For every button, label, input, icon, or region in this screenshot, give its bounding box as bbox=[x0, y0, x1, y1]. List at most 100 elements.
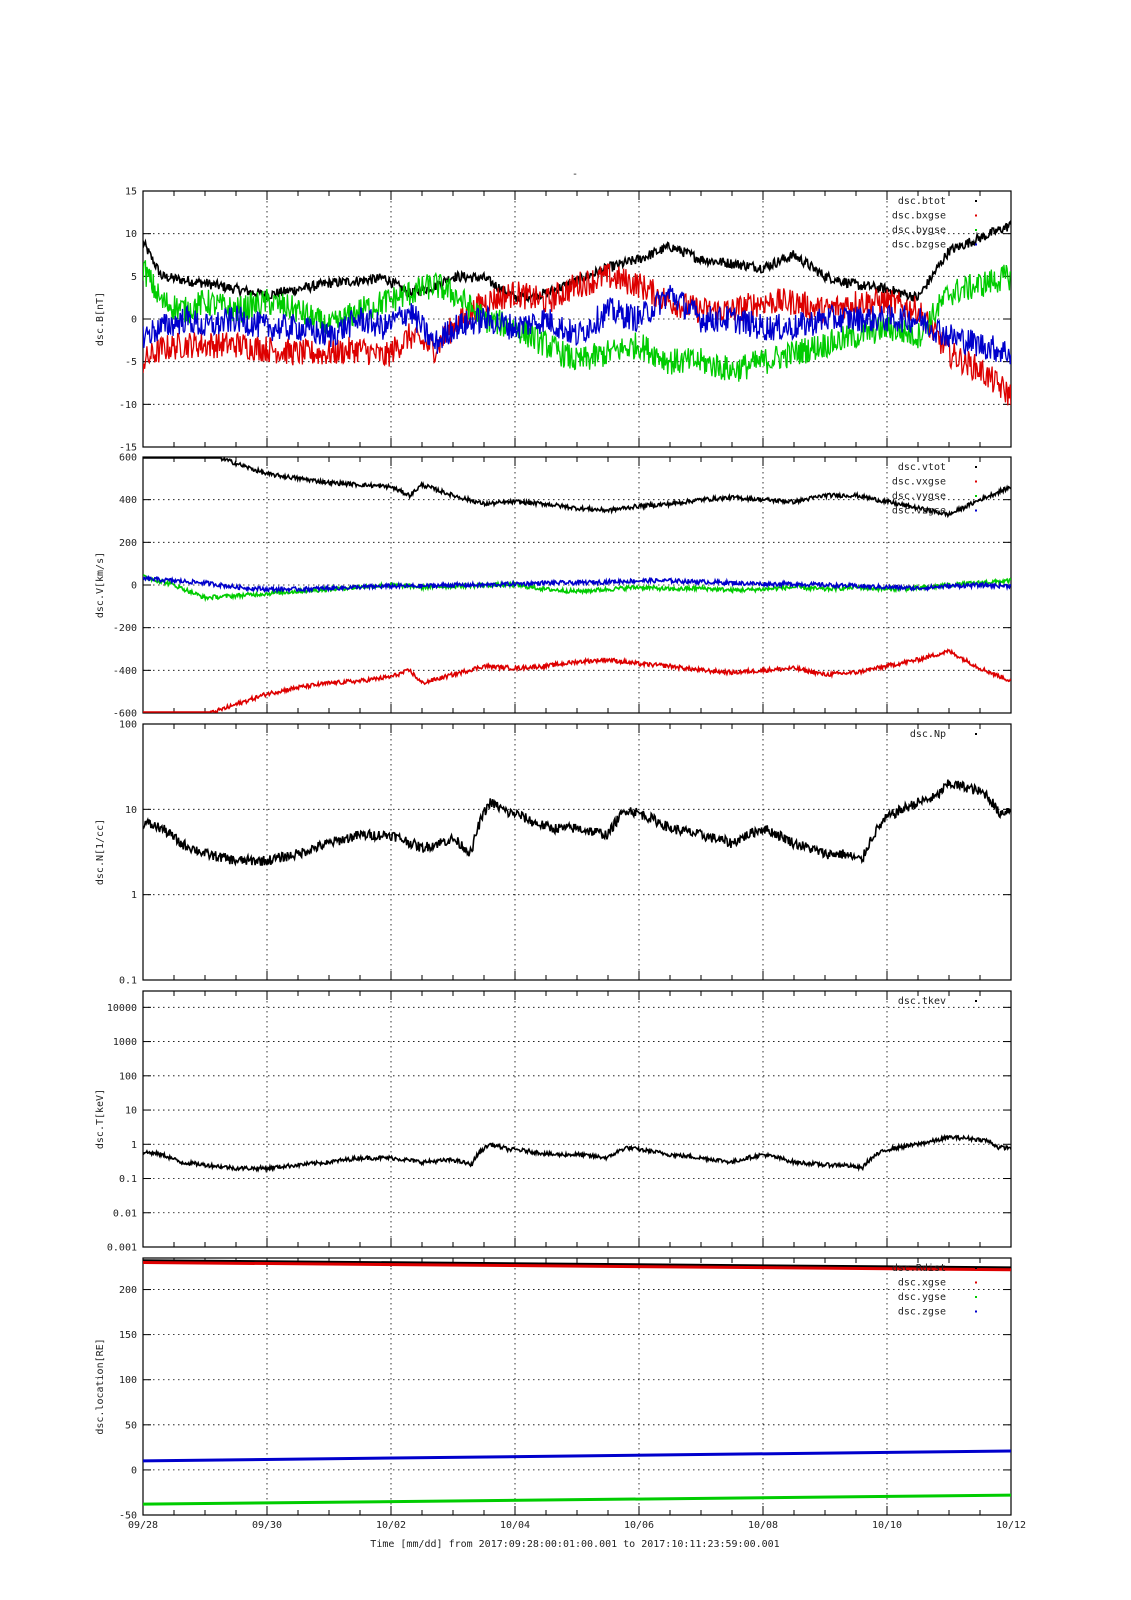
series-trace bbox=[143, 574, 1011, 594]
y-tick-label: 0.1 bbox=[119, 976, 137, 987]
y-tick-label: 1 bbox=[131, 890, 137, 901]
y-tick-label: -10 bbox=[119, 400, 137, 411]
x-tick-label: 10/12 bbox=[996, 1520, 1026, 1531]
x-tick-labels: 09/28 09/30 10/02 10/04 10/06 10/08 10/10 10/12 bbox=[128, 1520, 1026, 1531]
series-dsc.bzgse bbox=[143, 284, 1011, 365]
series-trace bbox=[143, 779, 1011, 867]
y-tick-label: 100 bbox=[119, 720, 137, 731]
y-tick-label: -5 bbox=[125, 357, 137, 368]
panel-5: -50 0 50 100 150 200 dsc.location[RE] dsc.Rdist… bbox=[95, 1257, 1012, 1522]
series-line bbox=[143, 1449, 1011, 1463]
series-dsc.xgse bbox=[143, 1261, 1011, 1272]
legend-label: dsc.vtot bbox=[898, 462, 946, 473]
legend-label: dsc.ygse bbox=[898, 1292, 946, 1303]
y-tick-label: 100 bbox=[119, 1375, 137, 1386]
legend-marker bbox=[975, 1000, 977, 1002]
plot-area bbox=[143, 1133, 1011, 1174]
x-tick-label: 09/30 bbox=[252, 1520, 282, 1531]
series-trace bbox=[143, 260, 1011, 382]
y-tick-label: 50 bbox=[125, 1420, 137, 1431]
series-dsc.bxgse bbox=[143, 263, 1011, 406]
series-line bbox=[143, 1493, 1011, 1506]
x-tick-label: 10/02 bbox=[376, 1520, 406, 1531]
y-tick-label: -400 bbox=[113, 666, 137, 677]
y-tick-label: 10 bbox=[125, 805, 137, 816]
legend-label: dsc.btot bbox=[898, 196, 946, 207]
legend-label: dsc.tkev bbox=[898, 996, 946, 1007]
series-trace bbox=[143, 457, 1011, 519]
legend-label: dsc.zgse bbox=[898, 1307, 946, 1318]
y-tick-label: 400 bbox=[119, 495, 137, 506]
series-dsc.tkev bbox=[143, 1133, 1011, 1174]
panel-frame bbox=[142, 1257, 1012, 1516]
y-axis-label: dsc.V[km/s] bbox=[95, 552, 106, 618]
y-tick-label: 100 bbox=[119, 1071, 137, 1082]
legend-marker bbox=[975, 1296, 977, 1298]
legend-label: dsc.vxgse bbox=[892, 477, 946, 488]
legend-marker bbox=[975, 480, 977, 483]
legend-marker bbox=[975, 509, 977, 512]
legend-label: dsc.vzgse bbox=[892, 506, 946, 517]
x-axis-label: Time [mm/dd] from 2017:09:28:00:01:00.00… bbox=[370, 1539, 779, 1550]
y-axis-label: dsc.location[RE] bbox=[95, 1338, 106, 1434]
legend-label: dsc.Np bbox=[910, 729, 946, 740]
legend-marker bbox=[975, 733, 977, 735]
legend-label: dsc.bygse bbox=[892, 225, 946, 236]
legend-marker bbox=[975, 214, 977, 217]
y-tick-label: 600 bbox=[119, 453, 137, 464]
legend-marker bbox=[975, 1310, 977, 1313]
y-tick-label: 10 bbox=[125, 229, 137, 240]
legend-marker bbox=[975, 243, 977, 246]
series-dsc.Np bbox=[143, 779, 1011, 867]
x-tick-label: 10/08 bbox=[748, 1520, 778, 1531]
y-tick-label: 5 bbox=[131, 272, 137, 283]
y-tick-label: 0.01 bbox=[113, 1208, 137, 1219]
panel-frame bbox=[142, 723, 1012, 981]
y-axis-label: dsc.T[keV] bbox=[95, 1089, 106, 1149]
series-trace bbox=[143, 1133, 1011, 1174]
y-tick-label: 1000 bbox=[113, 1037, 137, 1048]
legend-marker bbox=[975, 200, 977, 202]
panel-3: 0.1 1 10 100 dsc.N[1/cc] dsc.Np bbox=[95, 720, 1012, 987]
panel-4: 0.001 0.01 0.1 1 10 100 1000 10000 dsc.T[keV] dsc… bbox=[95, 990, 1012, 1254]
legend-marker bbox=[975, 466, 977, 468]
legend-marker bbox=[975, 495, 977, 497]
legend-marker bbox=[975, 1281, 977, 1284]
plot-area bbox=[143, 457, 1011, 713]
plot-area bbox=[143, 1259, 1011, 1506]
y-tick-label: 0.1 bbox=[119, 1174, 137, 1185]
series-dsc.vzgse bbox=[143, 574, 1011, 594]
y-axis-label: dsc.B[nT] bbox=[95, 292, 106, 346]
panel-frame bbox=[142, 190, 1012, 448]
legend-label: dsc.Rdist bbox=[892, 1263, 946, 1274]
y-axis-label: dsc.N[1/cc] bbox=[95, 819, 106, 885]
x-tick-label: 10/10 bbox=[872, 1520, 902, 1531]
legend-marker bbox=[975, 229, 977, 231]
x-tick-label: 10/06 bbox=[624, 1520, 654, 1531]
figure-title: - bbox=[572, 169, 578, 180]
series-line bbox=[143, 1259, 1011, 1270]
series-dsc.ygse bbox=[143, 1493, 1011, 1506]
legend-label: dsc.bzgse bbox=[892, 240, 946, 251]
series-dsc.bygse bbox=[143, 260, 1011, 382]
y-tick-label: 1 bbox=[131, 1140, 137, 1151]
y-tick-label: 15 bbox=[125, 187, 137, 198]
y-tick-label: 10000 bbox=[107, 1003, 137, 1014]
y-tick-label: 150 bbox=[119, 1330, 137, 1341]
series-dsc.vxgse bbox=[143, 648, 1011, 713]
panels: -15-10-5051015dsc.B[nT]dsc.btotdsc.bxgse… bbox=[95, 187, 1012, 1522]
plot-area bbox=[143, 779, 1011, 867]
series-dsc.vtot bbox=[143, 457, 1011, 519]
plot-area bbox=[143, 220, 1011, 406]
panel-1: -15 -10 -5 0 5 10 15 dsc.B[nT] dsc.btot dsc.bxgse… bbox=[95, 187, 1012, 454]
y-tick-label: -200 bbox=[113, 623, 137, 634]
x-tick-label: 09/28 bbox=[128, 1520, 158, 1531]
legend-label: dsc.xgse bbox=[898, 1278, 946, 1289]
y-tick-label: 0.001 bbox=[107, 1243, 137, 1254]
series-trace bbox=[143, 263, 1011, 406]
y-tick-label: 10 bbox=[125, 1106, 137, 1117]
series-trace bbox=[143, 648, 1011, 713]
panel-frame bbox=[142, 990, 1012, 1248]
legend-marker bbox=[975, 1267, 977, 1269]
